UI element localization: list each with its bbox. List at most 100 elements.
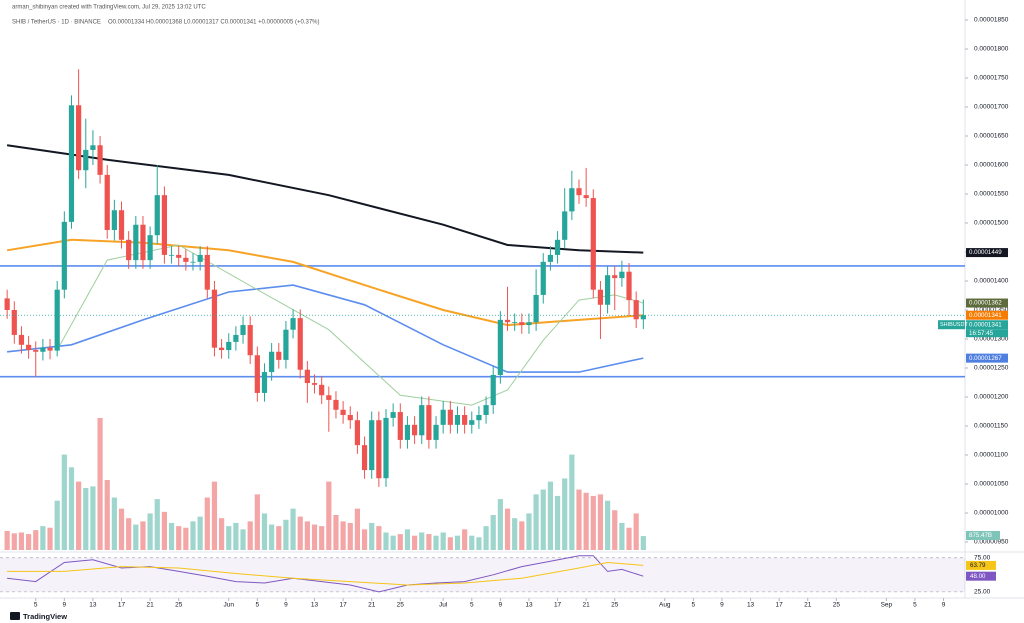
- y-tick-label: 0.00001650: [974, 133, 1009, 140]
- volume-bar: [583, 492, 589, 550]
- volume-bar: [68, 467, 75, 550]
- volume-bar: [304, 521, 310, 550]
- candle-body: [154, 195, 160, 236]
- x-tick-label: 9: [499, 602, 503, 609]
- volume-bar: [454, 535, 461, 550]
- candle-body: [433, 424, 439, 440]
- volume-label: 875.47B: [969, 532, 992, 539]
- price-label: 0.00001267: [969, 355, 1002, 362]
- volume-bar: [376, 526, 382, 550]
- candle-body: [612, 275, 618, 279]
- candle-body: [369, 420, 375, 471]
- candle-body: [519, 322, 525, 326]
- candle-body: [333, 399, 339, 410]
- candle-body: [126, 239, 132, 261]
- price-label: 0.00001449: [969, 249, 1002, 256]
- candle-body: [590, 198, 596, 290]
- candle-body: [569, 188, 575, 212]
- volume-bar: [411, 535, 418, 550]
- volume-bar: [233, 522, 239, 550]
- candle-body: [390, 412, 396, 418]
- volume-bar: [490, 515, 496, 550]
- volume-bar: [47, 527, 53, 550]
- x-tick-label: 25: [175, 602, 183, 609]
- candle-body: [33, 350, 39, 352]
- candle-body: [61, 221, 67, 290]
- volume-bar: [218, 518, 225, 550]
- candle-body: [68, 105, 75, 222]
- candle-body: [619, 271, 625, 279]
- y-tick-label: 0.00001600: [974, 162, 1009, 169]
- volume-bar: [140, 521, 146, 550]
- candle-body: [226, 341, 232, 351]
- countdown-box: [966, 329, 1008, 338]
- candle-body: [283, 329, 289, 360]
- candle-body: [18, 334, 25, 345]
- last-value-label: 63.79: [970, 562, 986, 569]
- candle-body: [290, 318, 296, 330]
- x-tick-label: 9: [720, 602, 724, 609]
- x-tick-label: 17: [776, 602, 784, 609]
- volume-bar: [440, 532, 446, 550]
- candle-body: [240, 325, 246, 335]
- candle-body: [547, 254, 554, 262]
- volume-bar: [111, 497, 117, 550]
- candle-body: [397, 412, 403, 440]
- price-label: 0.00001362: [969, 300, 1002, 307]
- price-label-box: [966, 310, 1008, 320]
- candle-body: [526, 322, 532, 326]
- volume-bar: [261, 513, 268, 550]
- volume-bar: [133, 524, 139, 550]
- volume-bar: [254, 494, 260, 550]
- volume-bar: [476, 537, 482, 550]
- volume-bar: [190, 521, 196, 550]
- volume-bar: [54, 500, 60, 550]
- volume-bar: [283, 519, 289, 550]
- x-tick-label: 9: [942, 602, 946, 609]
- ohlc: O0.00001334 H0.00001368 L0.00001317 C0.0…: [108, 20, 320, 26]
- candle-body: [554, 239, 561, 255]
- volume-bar: [83, 487, 89, 550]
- volume-bar: [619, 522, 625, 550]
- x-tick-label: 25: [611, 602, 619, 609]
- rsi-band: [0, 557, 965, 592]
- price-label-box: [966, 320, 1008, 330]
- volume-bar: [90, 486, 96, 550]
- candle-body: [247, 325, 253, 356]
- volume-bar: [4, 530, 10, 550]
- x-tick-label: Jul: [439, 602, 448, 609]
- candle-body: [276, 351, 282, 360]
- y-tick-label: 0.00000950: [974, 539, 1009, 546]
- candle-body: [140, 224, 146, 261]
- volume-bar: [519, 521, 525, 550]
- volume-bar: [526, 513, 532, 550]
- candle-body: [497, 319, 503, 375]
- volume-bar: [590, 495, 596, 550]
- symbol-label: SHIBUSDT: [940, 322, 968, 328]
- candle-body: [311, 383, 318, 385]
- x-tick-label: 5: [256, 602, 260, 609]
- y-tick-label: 25.00: [974, 589, 991, 596]
- x-tick-label: 17: [118, 602, 126, 609]
- candle-body: [440, 409, 446, 425]
- y-tick-label: 0.00001350: [974, 307, 1009, 314]
- candle-body: [183, 257, 189, 262]
- x-tick-label: 25: [833, 602, 841, 609]
- candle-body: [361, 445, 368, 471]
- candle-body: [40, 347, 46, 352]
- volume-bar: [569, 454, 575, 550]
- volume-bar: [340, 521, 346, 550]
- volume-bar: [269, 524, 275, 550]
- candle-body: [490, 374, 496, 406]
- candle-body: [211, 289, 218, 348]
- volume-bar: [397, 534, 403, 550]
- candle-body: [533, 294, 539, 323]
- price-label-box: [966, 248, 1008, 258]
- candle-body: [562, 211, 568, 240]
- countdown-label: 16:57:45: [969, 330, 994, 337]
- volume-bar: [147, 513, 153, 550]
- volume-bar: [361, 529, 368, 550]
- x-tick-label: Sep: [881, 602, 893, 609]
- moving-average: [6, 144, 644, 254]
